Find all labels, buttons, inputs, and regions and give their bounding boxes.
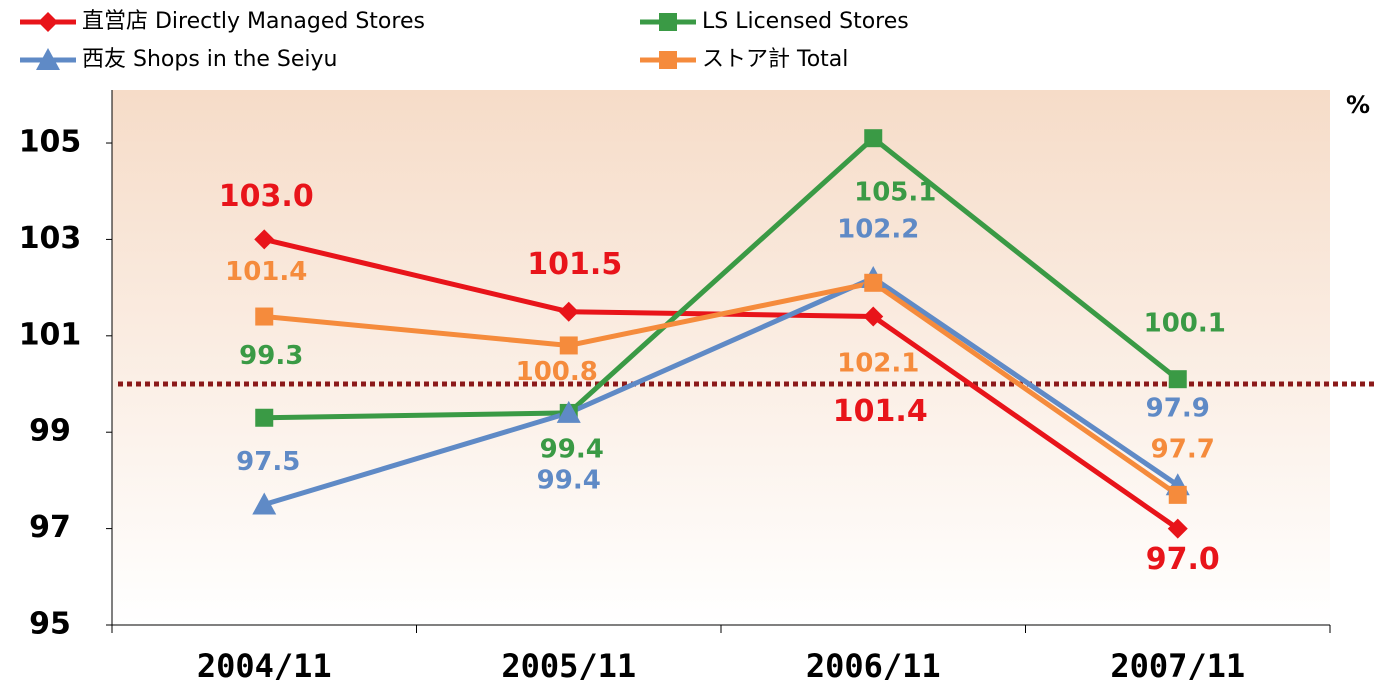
data-label: 105.1 — [854, 178, 936, 208]
series-line — [264, 280, 1180, 497]
point — [1167, 518, 1188, 539]
x-tick-label: 2007/11 — [1110, 647, 1245, 685]
data-label: 101.4 — [225, 257, 307, 287]
legend-marker — [659, 13, 677, 31]
point — [255, 307, 274, 326]
point — [255, 408, 274, 427]
legend-label: LS Licensed Stores — [702, 9, 909, 34]
legend-label: ストア計 Total — [702, 47, 848, 72]
data-label: 99.4 — [540, 434, 604, 464]
point — [556, 400, 581, 423]
legend-label: 西友 Shops in the Seiyu — [82, 47, 338, 72]
data-label: 97.0 — [1146, 542, 1220, 577]
series-line — [264, 134, 1180, 421]
y-tick-label: 95 — [29, 607, 71, 642]
point — [863, 306, 884, 327]
data-label: 102.1 — [837, 348, 919, 378]
data-label: 103.0 — [219, 179, 314, 214]
data-label: 97.7 — [1151, 434, 1215, 464]
y-tick-label: 99 — [29, 414, 71, 449]
data-label: 102.2 — [837, 214, 919, 244]
point — [254, 229, 275, 250]
data-label: 97.5 — [236, 447, 300, 477]
y-tick-label: 105 — [19, 125, 82, 160]
legend-marker — [38, 12, 58, 32]
y-tick-label: 97 — [29, 510, 71, 545]
y-tick-label: 103 — [19, 221, 82, 256]
data-label: 99.3 — [239, 341, 303, 371]
legend-marker — [36, 48, 60, 70]
point — [1168, 370, 1187, 389]
plot-area — [112, 90, 1330, 625]
point — [252, 492, 277, 515]
series-line — [263, 275, 1180, 507]
point — [864, 273, 883, 292]
y-tick-label: 101 — [19, 317, 82, 352]
data-label: 101.4 — [833, 394, 928, 429]
data-label: 100.1 — [1144, 309, 1226, 339]
point — [864, 129, 883, 148]
point — [558, 301, 579, 322]
point — [559, 336, 578, 355]
data-label: 99.4 — [537, 465, 601, 495]
legend-marker — [659, 51, 677, 69]
x-tick-label: 2004/11 — [197, 647, 332, 685]
x-tick-label: 2005/11 — [501, 647, 636, 685]
data-label: 97.9 — [1146, 394, 1210, 424]
unit-label: % — [1346, 91, 1370, 119]
point — [1168, 485, 1187, 504]
x-tick-label: 2006/11 — [806, 647, 941, 685]
data-label: 101.5 — [527, 247, 622, 282]
legend-label: 直営店 Directly Managed Stores — [82, 9, 425, 34]
data-label: 100.8 — [516, 357, 598, 387]
